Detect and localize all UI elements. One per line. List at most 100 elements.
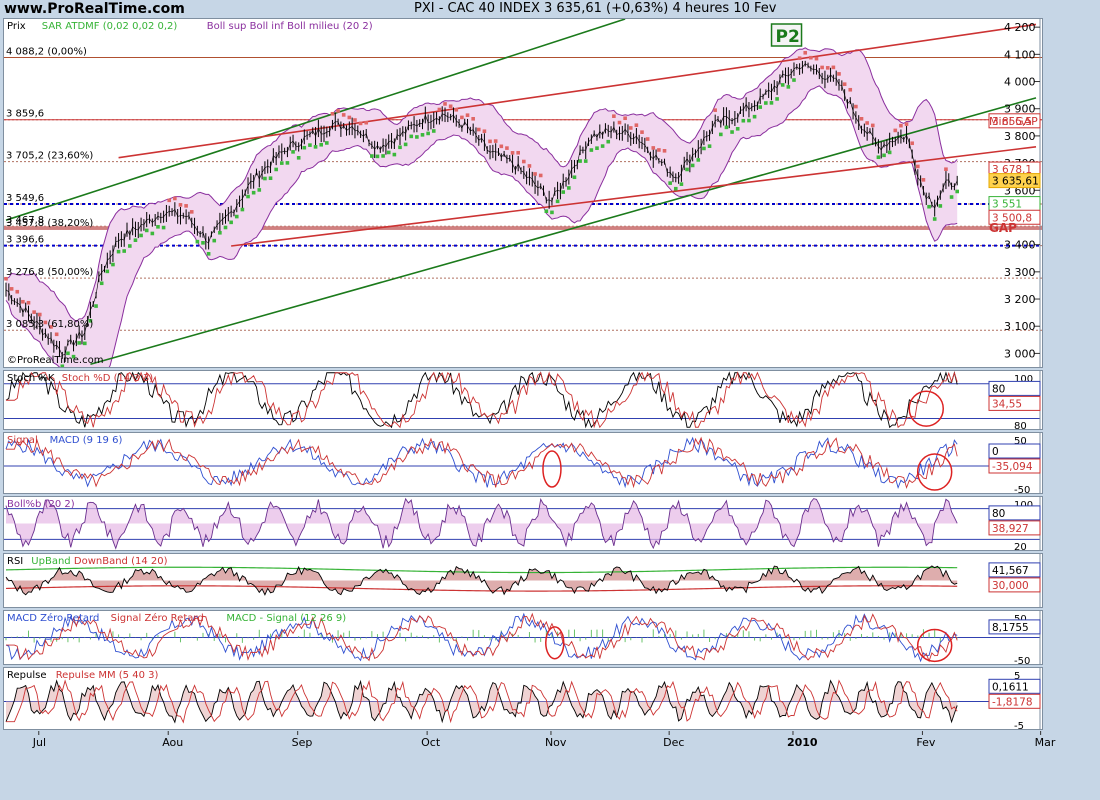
sar-dot-down: [522, 159, 526, 164]
fib-level-label: 3 705,2 (23,60%): [6, 151, 93, 162]
macd-panel[interactable]: 50 -50 0 -35,094 Signal MACD (9 19 6): [3, 432, 1043, 496]
fib-level-label: 3 085,3 (61,80%): [6, 319, 93, 330]
sar-dot-up: [775, 97, 779, 101]
sar-dot-up: [386, 150, 391, 155]
bollinger-band-fill: [6, 47, 958, 380]
sar-dot-up: [927, 204, 931, 209]
sar-dot-up: [223, 225, 228, 230]
indicator-main-line: [5, 612, 958, 663]
indicator-axis-label: -50: [1014, 485, 1030, 493]
indicator-value-tag: [988, 520, 1041, 536]
sar-dot-down: [54, 332, 59, 337]
sar-dot-down: [617, 120, 622, 125]
sar-dot-up: [949, 195, 954, 199]
sar-dot-up: [696, 158, 701, 162]
sar-dot-up: [246, 194, 250, 199]
indicator-legend-item: Boll%b (20 2): [7, 499, 75, 510]
indicator-value-label: 0,1611: [992, 681, 1029, 693]
price-line: [5, 63, 958, 356]
indicator-value-tag: [988, 693, 1041, 709]
sar-dot-up: [111, 262, 115, 267]
sar-dot-up: [707, 144, 712, 148]
time-axis-label: 2010: [787, 736, 818, 749]
sar-dot-down: [178, 203, 183, 207]
sar-dot-down: [347, 115, 352, 120]
sar-dot-up: [139, 233, 143, 238]
sar-dot-down: [634, 123, 639, 127]
sar-dot-down: [358, 121, 363, 126]
sar-dot-down: [189, 210, 194, 214]
price-tag: [988, 173, 1041, 189]
fib-level-label: 3 859,6: [6, 109, 44, 120]
sar-dot-up: [764, 101, 768, 105]
sar-dot-down: [527, 164, 532, 168]
indicator-axis-label: 80: [1014, 421, 1027, 429]
sar-dot-up: [769, 101, 774, 105]
indicator-axis-label: -50: [1014, 656, 1030, 664]
indicator-value-tag: [988, 395, 1041, 411]
fib-level-label: 3 549,6: [6, 193, 44, 204]
indicator-value-tag: [988, 562, 1041, 578]
sar-dot-up: [212, 238, 217, 243]
indicator-value-label: 80: [992, 383, 1005, 395]
sar-dot-down: [9, 287, 14, 291]
sar-dot-up: [758, 105, 763, 109]
repulse-panel[interactable]: 5 -5 0,1611 -1,8178 Repulse Repulse MM (5 40 …: [3, 667, 1043, 732]
sar-dot-down: [336, 109, 340, 113]
rsi-chart: 41,567 30,000 RSI UpBand DownBand (14 20): [5, 554, 1041, 607]
sar-dot-up: [82, 341, 87, 346]
time-axis-label: Nov: [545, 736, 567, 749]
time-axis-label: Oct: [421, 736, 441, 749]
price-axis-label: 3 100: [1004, 320, 1036, 333]
sar-dot-up: [285, 161, 290, 165]
indicator-legend-item: MACD - Signal (12 26 9): [226, 613, 346, 624]
time-axis-label: Fev: [916, 736, 935, 749]
sar-dot-up: [375, 154, 380, 159]
bollinger-upper-line: [5, 47, 958, 323]
indicator-legend-item: RSI: [7, 556, 23, 567]
sar-dot-up: [206, 252, 211, 256]
time-axis: Jul Aou Sep Oct Nov Dec 2010 Fev Mar: [32, 731, 1056, 749]
indicator-main-line: [5, 565, 958, 596]
fib-level-label: 3 276,8 (50,00%): [6, 267, 93, 278]
red-lower-trendline: [231, 145, 1037, 247]
sar-dot-down: [645, 137, 650, 141]
sar-dot-down: [341, 113, 346, 117]
sar-dot-up: [105, 269, 110, 274]
highlight-circle: [545, 626, 565, 660]
sar-dot-down: [488, 139, 492, 144]
sar-dot-down: [43, 320, 48, 325]
sar-dot-up: [381, 154, 385, 158]
sar-dot-up: [673, 186, 678, 191]
indicator-value-label: -35,094: [992, 461, 1033, 473]
sar-dot-up: [887, 150, 892, 155]
indicator-legend-item: DownBand (14 20): [74, 556, 168, 567]
sar-dot-up: [882, 153, 886, 158]
price-axis-label: 3 900: [1004, 103, 1036, 116]
chart-header: www.ProRealTime.com PXI - CAC 40 INDEX 3…: [0, 0, 1100, 18]
sar-dot-down: [454, 107, 459, 112]
sar-dot-up: [66, 351, 70, 356]
sar-dot-up: [741, 118, 746, 123]
sar-dot-up: [583, 159, 588, 163]
indicator-legend-item: Signal Zéro Retard: [111, 612, 204, 624]
indicator-legend-item: Repulse: [7, 670, 46, 681]
sar-dot-down: [4, 276, 8, 281]
indicator-axis-label: -5: [1014, 721, 1024, 729]
fib-level-label: 3 467,8: [6, 215, 44, 226]
rsi-panel[interactable]: 41,567 30,000 RSI UpBand DownBand (14 20): [3, 553, 1043, 608]
p2-label: P2: [776, 27, 800, 47]
highlight-circle: [908, 390, 944, 427]
sar-dot-down: [904, 122, 909, 126]
sar-dot-down: [538, 173, 543, 178]
site-name[interactable]: www.ProRealTime.com: [4, 1, 185, 17]
sar-dot-up: [88, 319, 93, 323]
p2-box: [770, 23, 803, 47]
rsi-downband-line: [5, 585, 958, 592]
sar-dot-up: [550, 210, 554, 215]
